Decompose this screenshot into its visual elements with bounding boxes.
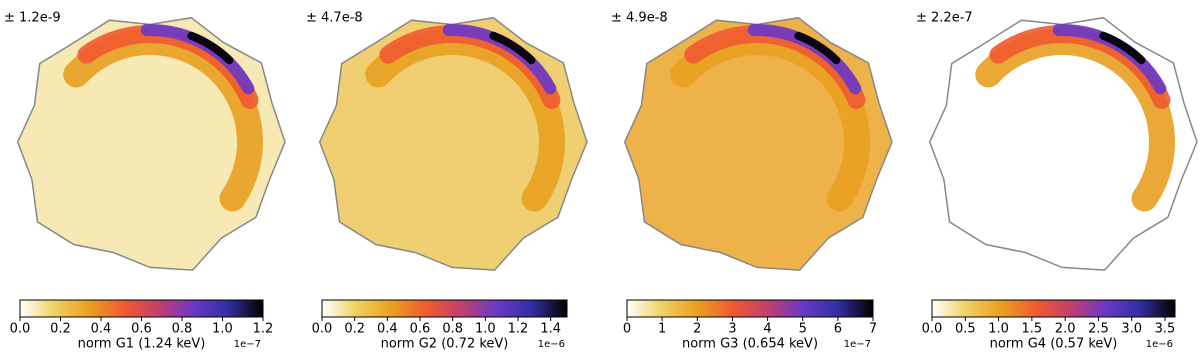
colorbar-label: norm G4 (0.57 keV) [990,337,1118,352]
map-feature [489,31,536,65]
colorbar-label: norm G1 (1.24 keV) [78,337,206,352]
tick-label: 6 [834,322,842,337]
tick-label: 0.8 [442,322,463,337]
tick-label: 0 [623,322,631,337]
annotation: ± 2.2e-7 [916,11,973,26]
tick-label: 0.0 [312,322,333,337]
tick-label: 2.5 [1088,322,1109,337]
offset-text: 1e−6 [538,339,565,350]
tick-label: 1.4 [540,322,561,337]
tick-label: 7 [869,322,877,337]
map-feature [794,31,841,65]
tick-label: 1.0 [988,322,1009,337]
tick-label: 2 [693,322,701,337]
tick-label: 1.0 [212,322,233,337]
map-feature [187,31,234,65]
annotation: ± 4.9e-8 [611,11,668,26]
tick-label: 1 [658,322,666,337]
offset-text: 1e−7 [844,339,871,350]
annotation: ± 4.7e-8 [306,11,363,26]
tick-label: 0.4 [91,322,112,337]
tick-label: 2.0 [1055,322,1076,337]
tick-label: 5 [799,322,807,337]
tick-label: 3 [728,322,736,337]
tick-label: 0.5 [955,322,976,337]
tick-label: 4 [763,322,771,337]
tick-label: 1.0 [475,322,496,337]
tick-label: 3.5 [1155,322,1176,337]
tick-label: 0.4 [377,322,398,337]
tick-label: 1.5 [1022,322,1043,337]
tick-label: 0.8 [172,322,193,337]
colorbar [19,299,264,318]
colorbar-label: norm G2 (0.72 keV) [381,337,509,352]
tick-label: 0.0 [922,322,943,337]
annotation: ± 1.2e-9 [4,11,61,26]
tick-label: 0.6 [410,322,431,337]
tick-label: 1.2 [508,322,529,337]
colorbar-label: norm G3 (0.654 keV) [682,337,818,352]
colorbar [321,299,568,318]
tick-label: 0.2 [50,322,71,337]
colorbar [626,299,874,318]
tick-label: 1.2 [253,322,274,337]
offset-text: 1e−6 [1146,339,1173,350]
tick-label: 0.6 [131,322,152,337]
tick-label: 0.0 [10,322,31,337]
tick-label: 0.2 [344,322,365,337]
tick-label: 3.0 [1121,322,1142,337]
colorbar [931,299,1176,318]
offset-text: 1e−7 [234,339,261,350]
map-feature [1099,31,1146,65]
